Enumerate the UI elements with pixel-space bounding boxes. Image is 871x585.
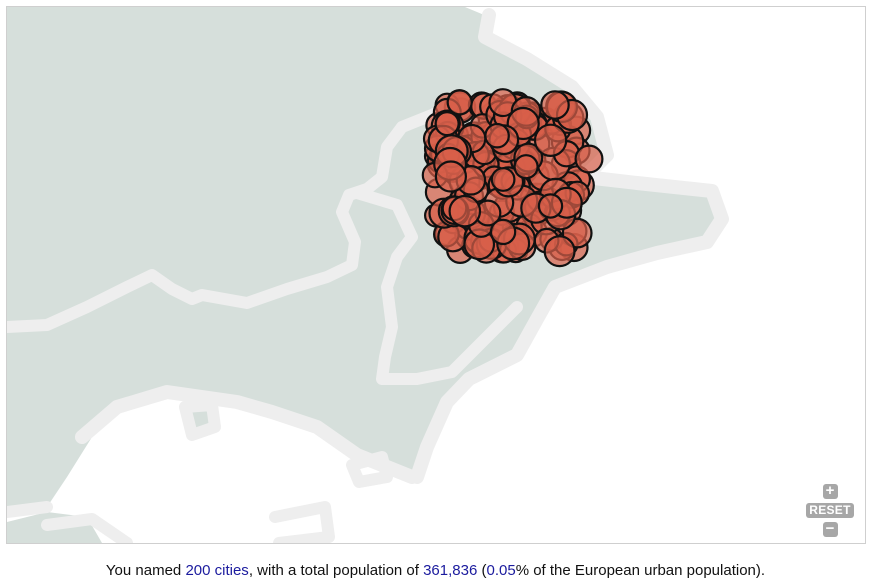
summary-caption: You named 200 cities, with a total popul… xyxy=(0,562,871,579)
caption-middle: , with a total population of xyxy=(248,562,424,579)
city-marker[interactable] xyxy=(574,144,604,174)
zoom-controls: + RESET − xyxy=(804,483,856,537)
map[interactable]: + RESET − xyxy=(6,6,866,544)
city-marker[interactable] xyxy=(448,194,482,228)
percent-value: 0.05 xyxy=(486,562,516,579)
caption-paren: ( xyxy=(477,562,487,579)
caption-prefix: You named xyxy=(105,562,186,579)
reset-button[interactable]: RESET xyxy=(806,503,854,518)
caption-suffix: % of the European urban population). xyxy=(515,562,766,579)
city-marker[interactable] xyxy=(540,90,570,120)
city-marker[interactable] xyxy=(434,110,460,137)
city-marker[interactable] xyxy=(513,154,539,180)
zoom-in-button[interactable]: + xyxy=(822,483,838,499)
city-marker[interactable] xyxy=(490,167,516,192)
borders xyxy=(7,8,729,543)
city-marker[interactable] xyxy=(533,123,568,158)
city-marker[interactable] xyxy=(543,235,576,268)
city-marker[interactable] xyxy=(484,122,510,149)
city-marker[interactable] xyxy=(446,89,473,116)
city-marker[interactable] xyxy=(434,160,467,193)
map-canvas[interactable] xyxy=(7,7,865,543)
zoom-out-button[interactable]: − xyxy=(822,521,838,537)
city-marker[interactable] xyxy=(537,193,564,219)
city-markers xyxy=(421,88,604,268)
population-value: 361,836 xyxy=(423,562,478,579)
city-marker[interactable] xyxy=(489,218,517,246)
cities-count-link[interactable]: 200 cities xyxy=(185,562,249,579)
